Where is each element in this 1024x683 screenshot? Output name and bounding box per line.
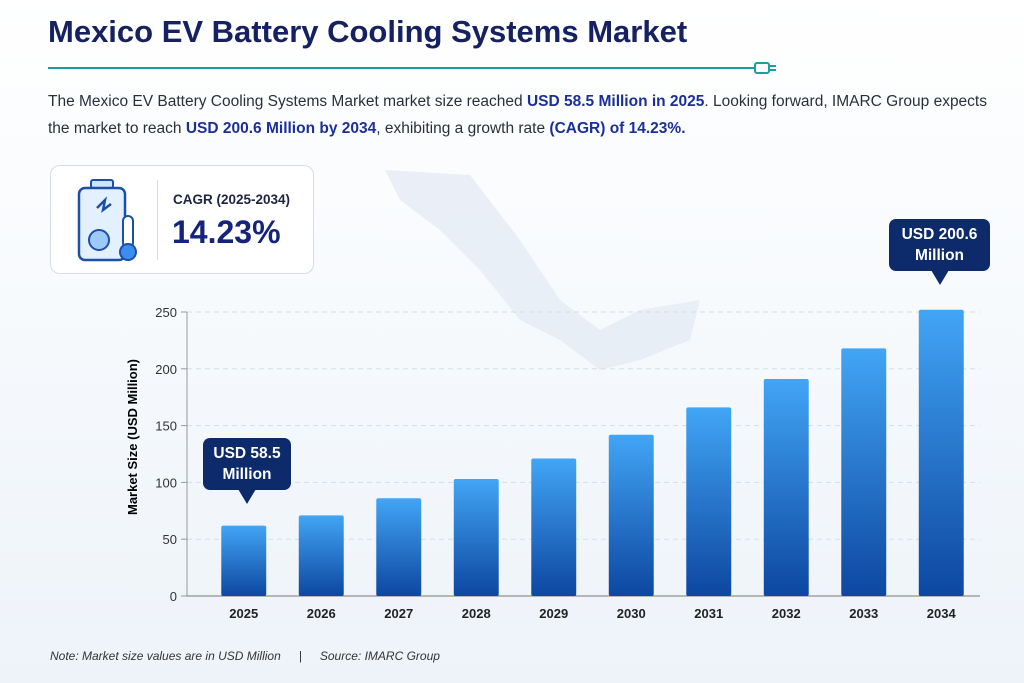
x-tick-label: 2027 xyxy=(384,606,413,621)
bar xyxy=(376,498,422,596)
text: . Looking forward, IMARC Group expects t… xyxy=(48,93,987,137)
title: Mexico EV Battery Cooling Systems Market xyxy=(48,14,688,49)
y-axis-title: Market Size (USD Million) xyxy=(125,359,140,515)
y-tick-label: 100 xyxy=(155,475,177,490)
cagr-card: CAGR (2025-2034) 14.23% xyxy=(50,165,314,274)
bar xyxy=(763,379,809,596)
source: Source: IMARC Group xyxy=(319,649,440,663)
separator: | xyxy=(298,649,302,663)
bar xyxy=(608,434,654,596)
bar xyxy=(531,458,577,596)
highlight-text: USD 200.6 Million by 2034 xyxy=(185,120,377,137)
highlight-text: (CAGR) of 14.23%. xyxy=(549,120,686,137)
description: The Mexico EV Battery Cooling Systems Ma… xyxy=(48,88,988,142)
map-silhouette xyxy=(385,170,700,370)
x-tick-label: 2026 xyxy=(307,606,336,621)
annotation: USD 58.5 Million xyxy=(203,438,291,504)
x-tick-label: 2025 xyxy=(229,606,258,621)
bar xyxy=(453,478,499,596)
note: Note: Market size values are in USD Mill… xyxy=(50,649,281,663)
cagr-value: 14.23% xyxy=(172,214,281,250)
highlight-text: USD 58.5 Million in 2025 xyxy=(526,93,705,110)
footer: Note: Market size values are in USD Mill… xyxy=(50,649,458,663)
x-tick-label: 2030 xyxy=(617,606,646,621)
x-tick-label: 2032 xyxy=(772,606,801,621)
x-tick-label: 2028 xyxy=(462,606,491,621)
x-tick-label: 2033 xyxy=(849,606,878,621)
y-tick-label: 200 xyxy=(155,362,177,377)
bar xyxy=(841,348,887,596)
bar xyxy=(221,525,267,596)
bar xyxy=(298,515,344,596)
cagr-label: CAGR (2025-2034) xyxy=(173,192,291,207)
x-tick-label: 2029 xyxy=(539,606,568,621)
text: , exhibiting a growth rate xyxy=(376,120,550,137)
battery-icon xyxy=(77,179,137,262)
plug-icon xyxy=(754,62,770,74)
y-tick-label: 150 xyxy=(155,419,177,434)
y-tick-label: 50 xyxy=(163,532,177,547)
annotation: USD 200.6 Million xyxy=(889,219,990,285)
bar xyxy=(918,309,964,596)
x-tick-label: 2034 xyxy=(927,606,957,621)
bar xyxy=(686,407,732,596)
y-tick-label: 250 xyxy=(155,305,177,320)
text: The Mexico EV Battery Cooling Systems Ma… xyxy=(48,93,527,110)
y-tick-label: 0 xyxy=(170,589,177,604)
x-tick-label: 2031 xyxy=(694,606,723,621)
card-divider xyxy=(157,180,158,260)
